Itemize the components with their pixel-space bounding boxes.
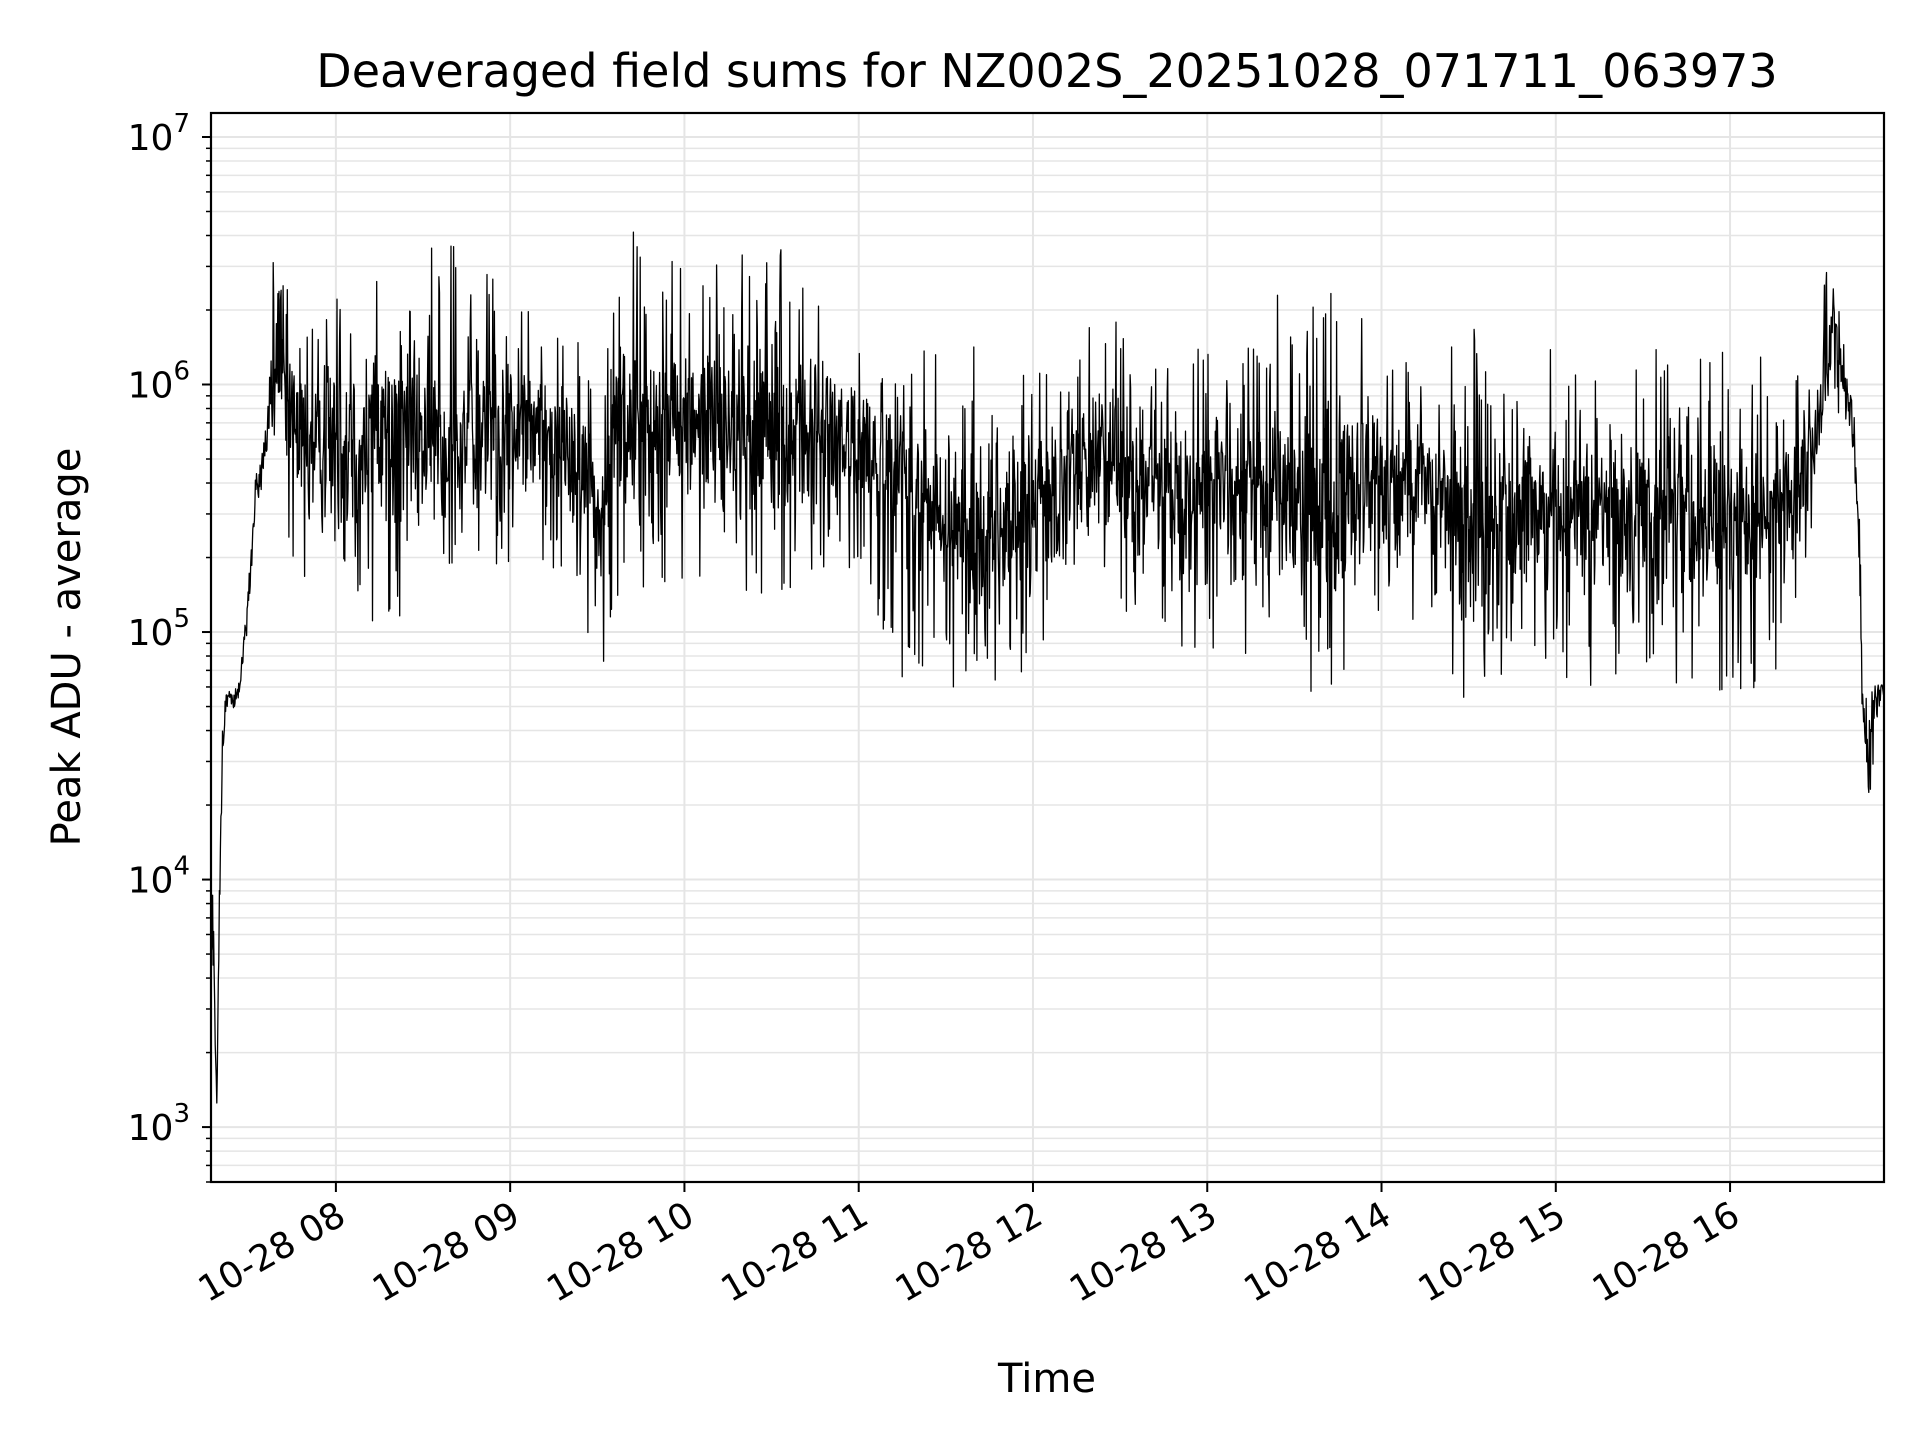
y-tick-label: 105	[128, 604, 190, 654]
x-tick-label: 10-28 15	[1412, 1194, 1573, 1310]
x-tick-label: 10-28 12	[889, 1194, 1050, 1310]
x-tick-label: 10-28 10	[540, 1194, 701, 1310]
grid	[211, 113, 1884, 1183]
y-tick-label: 104	[128, 852, 190, 902]
x-tick-label: 10-28 13	[1063, 1194, 1224, 1310]
x-tick-label: 10-28 08	[192, 1194, 353, 1310]
x-tick-label: 10-28 09	[366, 1194, 527, 1310]
y-tick-label: 107	[128, 109, 190, 159]
chart-title: Deaveraged field sums for NZ002S_2025102…	[316, 44, 1777, 98]
x-axis: 10-28 08 10-28 09 10-28 10 10-28 11 10-28 12…	[192, 1182, 1747, 1311]
series-line	[211, 231, 1884, 1104]
x-tick-label: 10-28 11	[715, 1194, 876, 1310]
y-axis: 103 104 105 106 107	[128, 109, 211, 1183]
y-tick-label: 103	[128, 1099, 190, 1149]
plot-frame	[209, 111, 1886, 1184]
x-axis-label: Time	[997, 1356, 1096, 1402]
y-tick-label: 106	[128, 357, 190, 407]
x-tick-label: 10-28 16	[1586, 1194, 1747, 1310]
x-tick-label: 10-28 14	[1237, 1194, 1398, 1310]
y-axis-label: Peak ADU - average	[44, 448, 90, 847]
